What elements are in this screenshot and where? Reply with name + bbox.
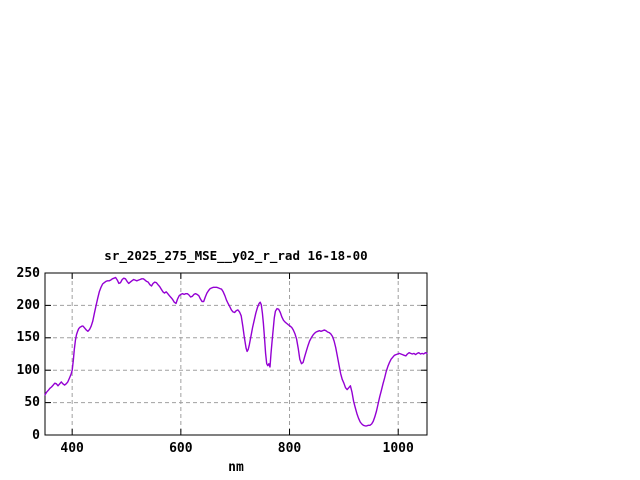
plot-border <box>44 272 428 436</box>
y-tick-label: 150 <box>16 330 40 346</box>
chart-title: sr_2025_275_MSE__y02_r_rad 16-18-00 <box>104 248 368 263</box>
x-tick-label: 400 <box>60 441 84 456</box>
x-tick-label: 1000 <box>382 441 414 456</box>
y-tick-label: 200 <box>16 297 40 313</box>
y-tick-label: 0 <box>32 427 40 443</box>
y-tick-label: 50 <box>24 395 40 411</box>
x-tick-label: 600 <box>169 441 193 456</box>
gridlines <box>46 274 426 434</box>
y-tick-label: 100 <box>16 362 40 378</box>
x-axis-label: nm <box>228 460 244 475</box>
spectral-curve <box>44 276 428 427</box>
axis-tick-marks <box>45 272 427 436</box>
x-tick-label: 800 <box>277 441 302 456</box>
y-tick-label: 250 <box>16 265 40 281</box>
